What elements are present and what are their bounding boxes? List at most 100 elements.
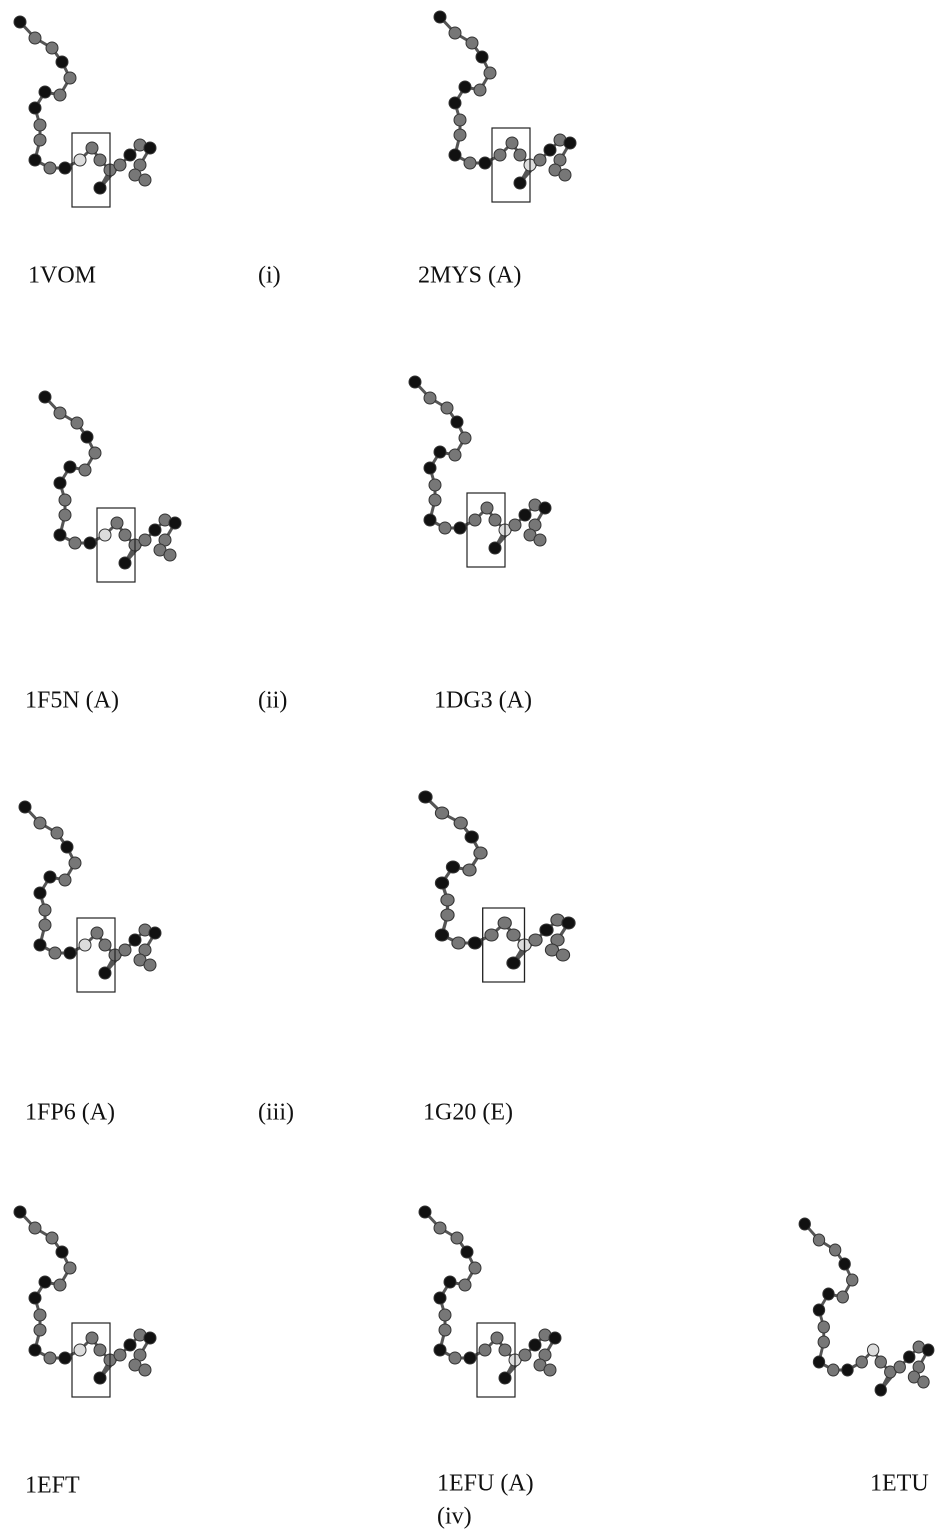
- atom: [506, 137, 518, 149]
- atom: [34, 119, 46, 131]
- molecule: [14, 16, 156, 207]
- atom: [34, 1309, 46, 1321]
- atom: [449, 97, 461, 109]
- atom: [34, 1324, 46, 1336]
- atom: [51, 827, 63, 839]
- atom: [434, 1292, 446, 1304]
- atom: [813, 1234, 824, 1246]
- atom: [479, 1344, 491, 1356]
- atom: [449, 1352, 461, 1364]
- atom: [454, 129, 466, 141]
- atom: [441, 894, 454, 906]
- atom: [507, 957, 520, 969]
- atom: [479, 157, 491, 169]
- atom: [59, 162, 71, 174]
- atom: [19, 801, 31, 813]
- atom: [534, 154, 546, 166]
- molecule: [39, 391, 181, 582]
- atom: [419, 1206, 431, 1218]
- atom: [34, 939, 46, 951]
- atom: [474, 847, 487, 859]
- atom: [54, 407, 66, 419]
- atom: [124, 1339, 136, 1351]
- atom: [94, 1344, 106, 1356]
- atom: [463, 864, 476, 876]
- molecule: [19, 801, 161, 992]
- atom: [476, 51, 488, 63]
- group-label: (iii): [258, 1100, 294, 1126]
- atom: [434, 1344, 446, 1356]
- atom: [69, 857, 81, 869]
- atom: [429, 494, 441, 506]
- molecule: [434, 11, 576, 202]
- atom: [489, 514, 501, 526]
- atom: [484, 67, 496, 79]
- atom: [529, 1339, 541, 1351]
- atom: [454, 522, 466, 534]
- atom: [540, 924, 553, 936]
- atom: [813, 1356, 824, 1368]
- atom: [29, 1344, 41, 1356]
- atom: [74, 154, 86, 166]
- atom: [485, 929, 498, 941]
- atom: [451, 416, 463, 428]
- atom: [449, 449, 461, 461]
- atom: [449, 27, 461, 39]
- atom: [799, 1218, 810, 1230]
- atom: [169, 517, 181, 529]
- atom: [29, 154, 41, 166]
- figure: 1VOM (i) 2MYS (A) 1F5N (A) (ii) 1DG3 (A)…: [0, 0, 942, 1533]
- atom: [459, 81, 471, 93]
- atom: [454, 817, 467, 829]
- atom: [139, 534, 151, 546]
- atom: [439, 522, 451, 534]
- atom: [71, 417, 83, 429]
- panel-label: 1DG3 (A): [434, 688, 532, 714]
- atom: [56, 56, 68, 68]
- atom: [556, 949, 569, 961]
- atom: [875, 1356, 886, 1368]
- atom: [64, 1262, 76, 1274]
- atom: [464, 1352, 476, 1364]
- atom: [34, 134, 46, 146]
- atom: [481, 502, 493, 514]
- atom: [39, 919, 51, 931]
- atom: [499, 1344, 511, 1356]
- atom: [14, 1206, 26, 1218]
- atom: [114, 159, 126, 171]
- atom: [459, 1279, 471, 1291]
- atom: [99, 529, 111, 541]
- atom: [59, 494, 71, 506]
- atom: [54, 529, 66, 541]
- atom: [468, 937, 481, 949]
- atom: [34, 817, 46, 829]
- atom: [69, 537, 81, 549]
- atom: [837, 1291, 848, 1303]
- molecule: [419, 791, 575, 982]
- atom: [149, 524, 161, 536]
- atom: [434, 446, 446, 458]
- panel-label: 1F5N (A): [25, 688, 119, 714]
- atom: [491, 1332, 503, 1344]
- atom: [564, 137, 576, 149]
- atom: [139, 174, 151, 186]
- atom: [129, 934, 141, 946]
- group-label: (iv): [437, 1504, 472, 1530]
- atom: [434, 11, 446, 23]
- atom: [818, 1321, 829, 1333]
- atom: [34, 887, 46, 899]
- atom: [29, 102, 41, 114]
- atom: [39, 86, 51, 98]
- atom: [144, 1332, 156, 1344]
- atom: [867, 1344, 878, 1356]
- atom: [435, 877, 448, 889]
- atom: [54, 477, 66, 489]
- atom: [99, 939, 111, 951]
- atom: [544, 144, 556, 156]
- atom: [818, 1336, 829, 1348]
- atom: [54, 1279, 66, 1291]
- atom: [424, 392, 436, 404]
- atom: [409, 376, 421, 388]
- atom: [14, 16, 26, 28]
- atom: [514, 149, 526, 161]
